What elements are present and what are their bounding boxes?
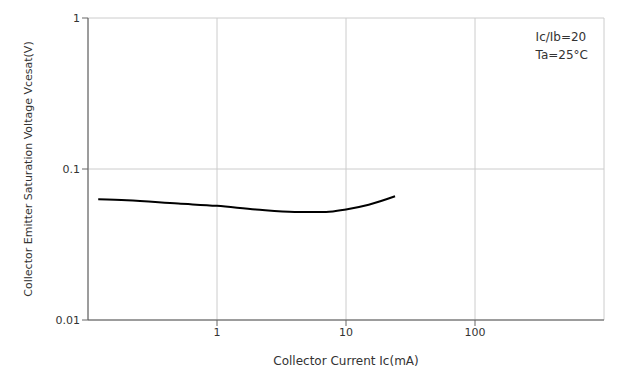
svg-text:1: 1 — [73, 12, 80, 25]
svg-text:10: 10 — [339, 326, 353, 339]
html-text:Ic/Ib=20: Ic/Ib=20 — [535, 30, 587, 44]
svg-text:100: 100 — [465, 326, 486, 339]
svg-text:0.01: 0.01 — [56, 314, 81, 327]
svg-text:0.1: 0.1 — [63, 163, 81, 176]
svg-text:Collector Current Ic(mA): Collector Current Ic(mA) — [273, 354, 418, 368]
html-text:Ta=25°C: Ta=25°C — [535, 48, 588, 62]
svg-text:1: 1 — [214, 326, 221, 339]
svg-text:Collector Emitter Saturation V: Collector Emitter Saturation Voltage Vce… — [22, 41, 35, 296]
